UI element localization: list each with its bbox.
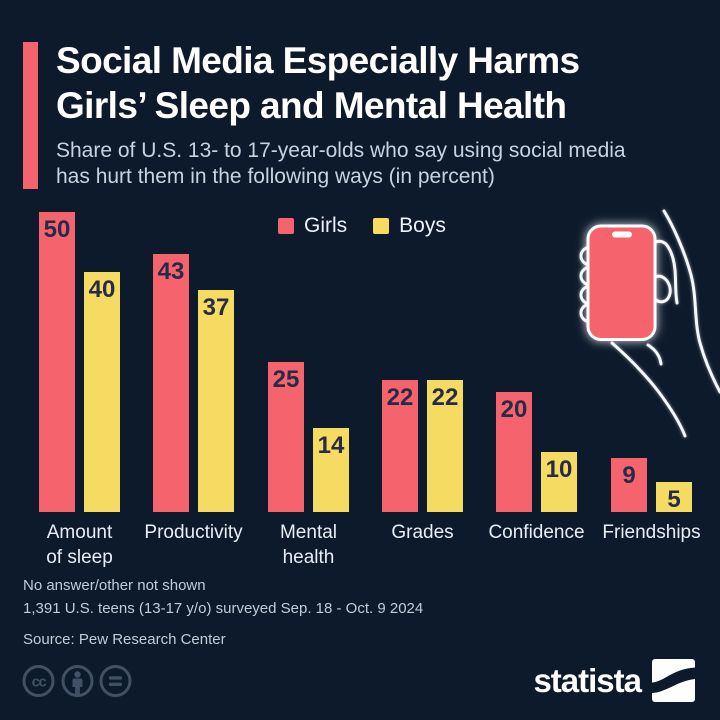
category-label: Friendships: [602, 522, 701, 543]
bar-boys-mental-health: 14: [313, 428, 349, 512]
bar-value-label: 37: [202, 294, 230, 321]
title-accent-bar: [23, 42, 38, 189]
license-badges: cc: [22, 665, 132, 697]
bar-girls-friendships: 9: [611, 458, 647, 512]
legend-label-girls: Girls: [304, 214, 348, 237]
page-title: Social Media Especially Harms Girls’ Sle…: [56, 38, 706, 128]
statista-branding: statista: [533, 659, 695, 702]
legend-item-boys: Boys: [373, 214, 446, 238]
legend-label-boys: Boys: [399, 214, 446, 237]
bar-girls-productivity: 43: [153, 254, 189, 512]
title-line-2: Girls’ Sleep and Mental Health: [56, 85, 567, 126]
bar-value-label: 14: [317, 432, 345, 459]
footnote-sample: 1,391 U.S. teens (13-17 y/o) surveyed Se…: [23, 600, 424, 617]
subtitle-line-1: Share of U.S. 13- to 17-year-olds who sa…: [56, 139, 626, 162]
hand-holding-phone-illustration: [579, 209, 720, 438]
bar-girls-confidence: 20: [496, 392, 532, 512]
bar-value-label: 10: [545, 456, 573, 483]
category-label: Productivity: [144, 522, 243, 543]
cc-icon: [22, 665, 55, 697]
subtitle: Share of U.S. 13- to 17-year-olds who sa…: [56, 138, 711, 190]
legend-item-girls: Girls: [278, 214, 347, 238]
bar-boys-friendships: 5: [656, 482, 692, 513]
thumb-line: [610, 341, 687, 438]
bar-boys-grades: 22: [427, 380, 463, 512]
bar-value-label: 25: [272, 366, 300, 393]
phone-icon: [586, 224, 657, 341]
bar-value-label: 5: [667, 486, 681, 513]
thumb-web-line: [646, 343, 663, 366]
index-finger: [649, 239, 679, 305]
girls-color-swatch: [278, 218, 294, 234]
source-note: Source: Pew Research Center: [23, 631, 226, 648]
bar-chart: 50 40 Amount of sleep 43 37 Productivity 25 14 Me…: [39, 212, 701, 568]
bar-girls-mental-health: 25: [268, 362, 304, 512]
statista-wordmark: statista: [533, 661, 642, 699]
category-label: Amount of sleep: [46, 522, 113, 568]
bar-value-label: 43: [157, 258, 185, 285]
title-line-1: Social Media Especially Harms: [56, 40, 580, 81]
footnote-no-answer: No answer/other not shown: [23, 577, 206, 594]
attribution-person-icon: [61, 665, 94, 697]
category-label: Mental health: [279, 522, 338, 568]
boys-color-swatch: [373, 218, 390, 234]
bar-value-label: 9: [622, 462, 636, 489]
category-label: Grades: [391, 522, 454, 543]
chart-legend: Girls Boys: [278, 214, 446, 238]
bar-boys-amount-of-sleep: 40: [84, 272, 120, 512]
bar-value-label: 22: [431, 384, 459, 411]
phone-body: [586, 224, 657, 341]
bar-value-label: 20: [500, 396, 528, 423]
bar-value-label: 22: [386, 384, 414, 411]
bar-boys-productivity: 37: [198, 290, 234, 512]
phone-speaker-notch: [612, 231, 632, 238]
statista-logo-icon: [652, 659, 695, 702]
category-label: Confidence: [488, 522, 585, 543]
equals-glyph: [109, 676, 122, 686]
hand-outer-edge: [662, 209, 720, 394]
bar-boys-confidence: 10: [541, 452, 577, 512]
bar-value-label: 40: [88, 276, 116, 303]
subtitle-line-2: has hurt them in the following ways (in …: [56, 165, 495, 188]
footnotes: No answer/other not shown 1,391 U.S. tee…: [23, 574, 583, 651]
bar-girls-grades: 22: [382, 380, 418, 512]
bar-value-label: 50: [43, 216, 71, 243]
no-derivatives-equals-icon: [99, 665, 132, 697]
bar-girls-amount-of-sleep: 50: [39, 212, 75, 512]
cc-glyph: cc: [32, 674, 47, 691]
person-glyph: [72, 671, 83, 695]
